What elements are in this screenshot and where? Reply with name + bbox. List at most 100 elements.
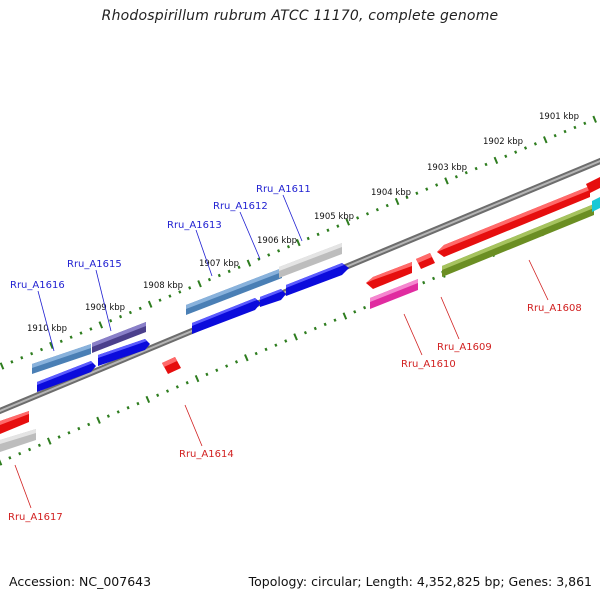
feature-bar-rru-a1613[interactable]	[186, 268, 282, 315]
leader-rru-a1610	[403, 313, 423, 356]
gene-arrow-rru-a1617[interactable]	[0, 411, 29, 434]
ruler-label-1910: 1910 kbp	[27, 324, 67, 334]
feature-bar-rru-a1608[interactable]	[442, 204, 594, 277]
ruler-lower-dot	[205, 372, 209, 377]
ruler-upper-dot	[79, 331, 83, 335]
ruler-lower-major-tick	[46, 437, 52, 445]
ruler-upper-dot	[267, 253, 271, 257]
feature-bar-rru-a1615[interactable]	[92, 322, 146, 353]
gene-arrow-rru-a1615[interactable]	[98, 339, 150, 366]
ruler-upper-major-tick	[345, 218, 350, 226]
ruler-lower-dot	[431, 276, 436, 281]
gene-label-rru-a1613[interactable]: Rru_A1613	[167, 220, 222, 231]
gene-arrow-rru-a1613[interactable]	[192, 298, 261, 334]
ruler-lower-dot	[156, 393, 160, 397]
ruler-upper-dot	[553, 133, 557, 138]
ruler-label-1901: 1901 kbp	[539, 112, 579, 122]
ruler-upper-dot	[405, 195, 409, 200]
ruler-upper-major-tick	[98, 321, 104, 329]
map-title: Rhodospirillum rubrum ATCC 11170, comple…	[101, 8, 499, 24]
feature-bar-rru-a1617[interactable]	[0, 429, 36, 452]
ruler-upper-major-tick	[493, 156, 499, 164]
ruler-upper-dot	[365, 212, 370, 216]
ruler-label-1905: 1905 kbp	[314, 212, 354, 222]
ruler-label-1907: 1907 kbp	[199, 259, 239, 269]
ruler-lower-dot	[353, 310, 357, 314]
accession-text: Accession: NC_007643	[9, 574, 152, 589]
ruler-label-1906: 1906 kbp	[257, 236, 297, 246]
ruler-upper-dot	[514, 150, 518, 154]
leader-rru-a1616	[37, 290, 55, 352]
gene-label-rru-a1615[interactable]: Rru_A1615	[67, 259, 122, 270]
gene-label-rru-a1616[interactable]: Rru_A1616	[10, 280, 65, 291]
ruler-upper-dot	[158, 298, 162, 302]
ruler-lower-dot	[323, 322, 327, 327]
forward-features	[32, 243, 349, 392]
ruler-upper-dot	[118, 314, 123, 319]
ruler-lower-dot	[274, 343, 278, 347]
ruler-upper-dot	[306, 236, 310, 241]
gene-label-rru-a1608[interactable]: Rru_A1608	[527, 303, 582, 314]
gene-arrow-right-edge[interactable]	[586, 177, 600, 193]
ruler-upper-dot	[39, 347, 44, 352]
ruler-lower-major-tick	[0, 459, 3, 466]
ruler-lower-dot	[57, 435, 61, 439]
gene-arrow-rru-a1612[interactable]	[260, 289, 286, 307]
gene-label-rru-a1609[interactable]: Rru_A1609	[437, 342, 492, 353]
ruler-upper-major-tick	[0, 362, 5, 370]
ruler-lower-dot	[363, 305, 367, 310]
gene-label-rru-a1612[interactable]: Rru_A1612	[213, 201, 268, 212]
ruler-lower-dot	[136, 401, 140, 406]
ruler-upper-dot	[30, 351, 34, 356]
ruler-upper-dot	[227, 269, 231, 274]
feature-bar-rru-a1611[interactable]	[279, 243, 342, 278]
gene-arrow-rru-a1611[interactable]	[286, 263, 349, 296]
gene-arrow-rru-a1616[interactable]	[37, 361, 96, 392]
ruler-upper-major-tick	[444, 177, 449, 185]
ruler-lower-major-tick	[194, 374, 200, 383]
ruler-upper-dot	[464, 170, 468, 175]
gene-arrow-rru-a1610[interactable]	[366, 262, 412, 289]
ruler-upper-dot	[257, 257, 261, 261]
ruler-upper-dot	[504, 154, 508, 158]
ruler-upper-dot	[356, 216, 360, 220]
ruler-label-1903: 1903 kbp	[427, 163, 467, 173]
ruler-lower-dot	[215, 368, 219, 372]
gene-arrow-rru-a1609[interactable]	[416, 253, 435, 269]
ruler-upper-dot	[277, 249, 281, 253]
ruler-upper-dot	[375, 207, 379, 212]
ruler-lower-dot	[254, 351, 258, 356]
ruler-lower-dot	[8, 456, 12, 460]
ruler-lower-dot	[37, 443, 41, 448]
feature-bar-rru-a1610[interactable]	[370, 279, 418, 309]
gene-label-rru-a1614[interactable]: Rru_A1614	[179, 449, 234, 460]
leader-rru-a1611	[282, 194, 303, 242]
ruler-lower-major-tick	[342, 312, 348, 320]
ruler-upper-dot	[523, 146, 528, 150]
gene-arrow-rru-a1608[interactable]	[437, 186, 590, 257]
ruler-lower-dot	[27, 447, 32, 452]
gene-label-rru-a1611[interactable]: Rru_A1611	[256, 184, 311, 195]
ruler-upper-dot	[20, 356, 24, 360]
leader-rru-a1608	[528, 259, 549, 301]
ruler-upper-major-tick	[543, 136, 548, 144]
gene-labels: Rru_A1616 Rru_A1615 Rru_A1613 Rru_A1612 …	[8, 184, 582, 523]
gene-label-rru-a1610[interactable]: Rru_A1610	[401, 359, 456, 370]
ruler-upper-dot	[69, 335, 73, 339]
ruler-upper-dot	[217, 273, 221, 278]
ruler-lower-major-tick	[145, 395, 151, 404]
ruler-lower-dot	[225, 364, 229, 368]
ruler-upper-dot	[583, 121, 587, 126]
gene-label-rru-a1617[interactable]: Rru_A1617	[8, 512, 63, 523]
ruler-upper	[0, 115, 597, 370]
leader-rru-a1615	[95, 269, 112, 332]
ruler-upper-dot	[237, 265, 241, 270]
ruler-lower-major-tick	[244, 354, 249, 362]
feature-bar-rru-a1616[interactable]	[32, 344, 91, 374]
ruler-upper-major-tick	[394, 197, 400, 206]
feature-bar-cyan-edge[interactable]	[592, 197, 600, 212]
ruler-upper-dot	[109, 319, 113, 323]
gene-arrow-rru-a1614[interactable]	[162, 357, 181, 374]
leader-rru-a1612	[239, 211, 261, 260]
